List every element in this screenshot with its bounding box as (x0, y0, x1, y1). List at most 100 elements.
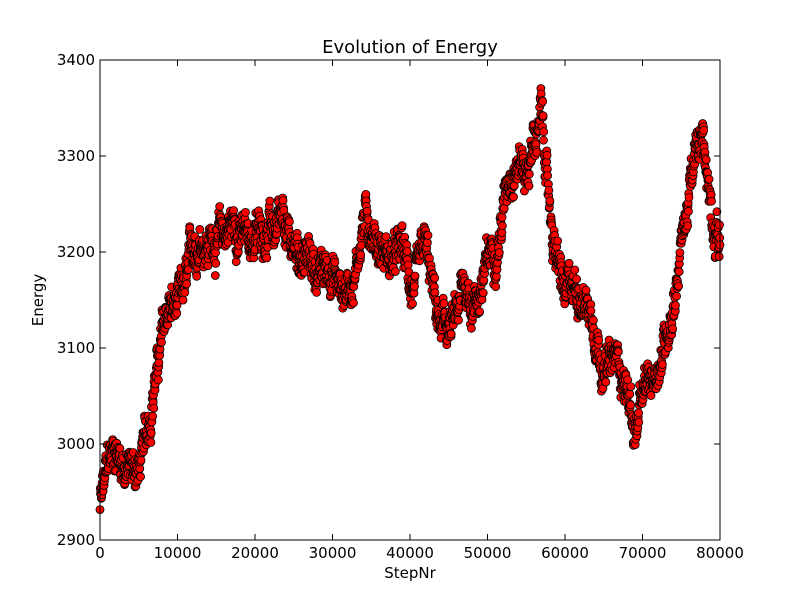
data-point (265, 196, 275, 206)
data-points (95, 84, 725, 515)
x-tick-label: 0 (95, 544, 105, 562)
data-point (397, 221, 407, 231)
data-point (491, 282, 501, 292)
data-point (699, 125, 709, 135)
data-point (524, 169, 534, 179)
x-tick-label: 80000 (696, 544, 744, 562)
data-point (381, 232, 391, 242)
data-point (182, 279, 192, 289)
x-tick-label: 50000 (464, 544, 512, 562)
data-point (564, 258, 574, 268)
data-point (410, 282, 419, 291)
data-point (538, 111, 548, 121)
data-point (211, 258, 221, 268)
data-point (330, 257, 340, 267)
data-point (356, 240, 366, 250)
data-point (136, 472, 146, 482)
data-point (701, 155, 711, 165)
data-point (626, 382, 636, 392)
data-point (674, 267, 684, 277)
y-axis: 2900 3000 3100 3200 3300 3400 (57, 51, 720, 549)
data-point (210, 271, 220, 280)
data-point (674, 281, 683, 291)
y-tick-label: 3400 (57, 51, 95, 69)
data-point (349, 298, 358, 308)
data-point (684, 206, 693, 216)
data-point (634, 408, 643, 418)
data-point (241, 207, 250, 217)
data-point (543, 171, 552, 181)
chart-title: Evolution of Energy (322, 37, 498, 58)
data-point (410, 271, 420, 281)
data-point (172, 308, 182, 318)
data-point (668, 324, 678, 334)
data-point (390, 267, 400, 276)
data-point (178, 295, 188, 305)
data-point (192, 271, 202, 281)
data-point (570, 265, 580, 275)
y-axis-label: Energy (29, 274, 47, 327)
x-tick-label: 40000 (386, 544, 434, 562)
data-point (284, 217, 294, 227)
data-point (683, 221, 693, 231)
y-tick-label: 3100 (57, 339, 95, 357)
data-point (634, 417, 644, 427)
data-point (712, 207, 722, 217)
data-point (625, 389, 635, 399)
data-point (675, 248, 685, 258)
data-point (475, 307, 485, 317)
data-point (180, 288, 190, 297)
data-point (478, 288, 488, 298)
data-point (581, 285, 591, 295)
data-point (538, 97, 548, 106)
data-point (146, 428, 156, 438)
data-point (423, 230, 433, 240)
data-point (545, 196, 555, 206)
x-tick-label: 10000 (154, 544, 202, 562)
data-point (539, 127, 549, 137)
x-tick-label: 60000 (541, 544, 589, 562)
data-point (146, 437, 156, 447)
x-tick-label: 30000 (309, 544, 357, 562)
data-point (408, 299, 417, 309)
y-tick-label: 2900 (57, 531, 95, 549)
data-point (544, 185, 554, 195)
data-point (542, 150, 552, 160)
data-point (215, 202, 225, 211)
data-point (115, 443, 125, 453)
data-point (524, 181, 534, 191)
data-point (439, 298, 449, 308)
data-point (402, 247, 412, 256)
data-point (153, 375, 163, 385)
data-point (312, 287, 322, 297)
data-point (532, 148, 542, 157)
data-point (404, 267, 414, 277)
data-point (614, 347, 623, 357)
data-point (136, 455, 146, 465)
data-point (262, 253, 272, 263)
y-tick-label: 3300 (57, 147, 95, 165)
data-point (195, 224, 205, 234)
data-point (646, 391, 656, 400)
data-point (704, 174, 714, 184)
data-point (497, 221, 507, 231)
data-point (572, 274, 581, 284)
data-point (494, 248, 504, 257)
data-point (454, 315, 463, 325)
data-point (594, 335, 604, 345)
data-point (626, 400, 635, 410)
data-point (671, 300, 680, 310)
data-point (509, 192, 518, 202)
data-point (157, 337, 166, 347)
data-point (672, 291, 681, 301)
data-point (356, 250, 366, 260)
data-point (684, 192, 694, 202)
data-point (430, 273, 440, 283)
data-point (658, 360, 667, 369)
data-point (553, 236, 563, 246)
data-point (466, 323, 476, 333)
x-tick-label: 20000 (231, 544, 279, 562)
data-point (492, 265, 502, 275)
data-point (149, 403, 159, 413)
